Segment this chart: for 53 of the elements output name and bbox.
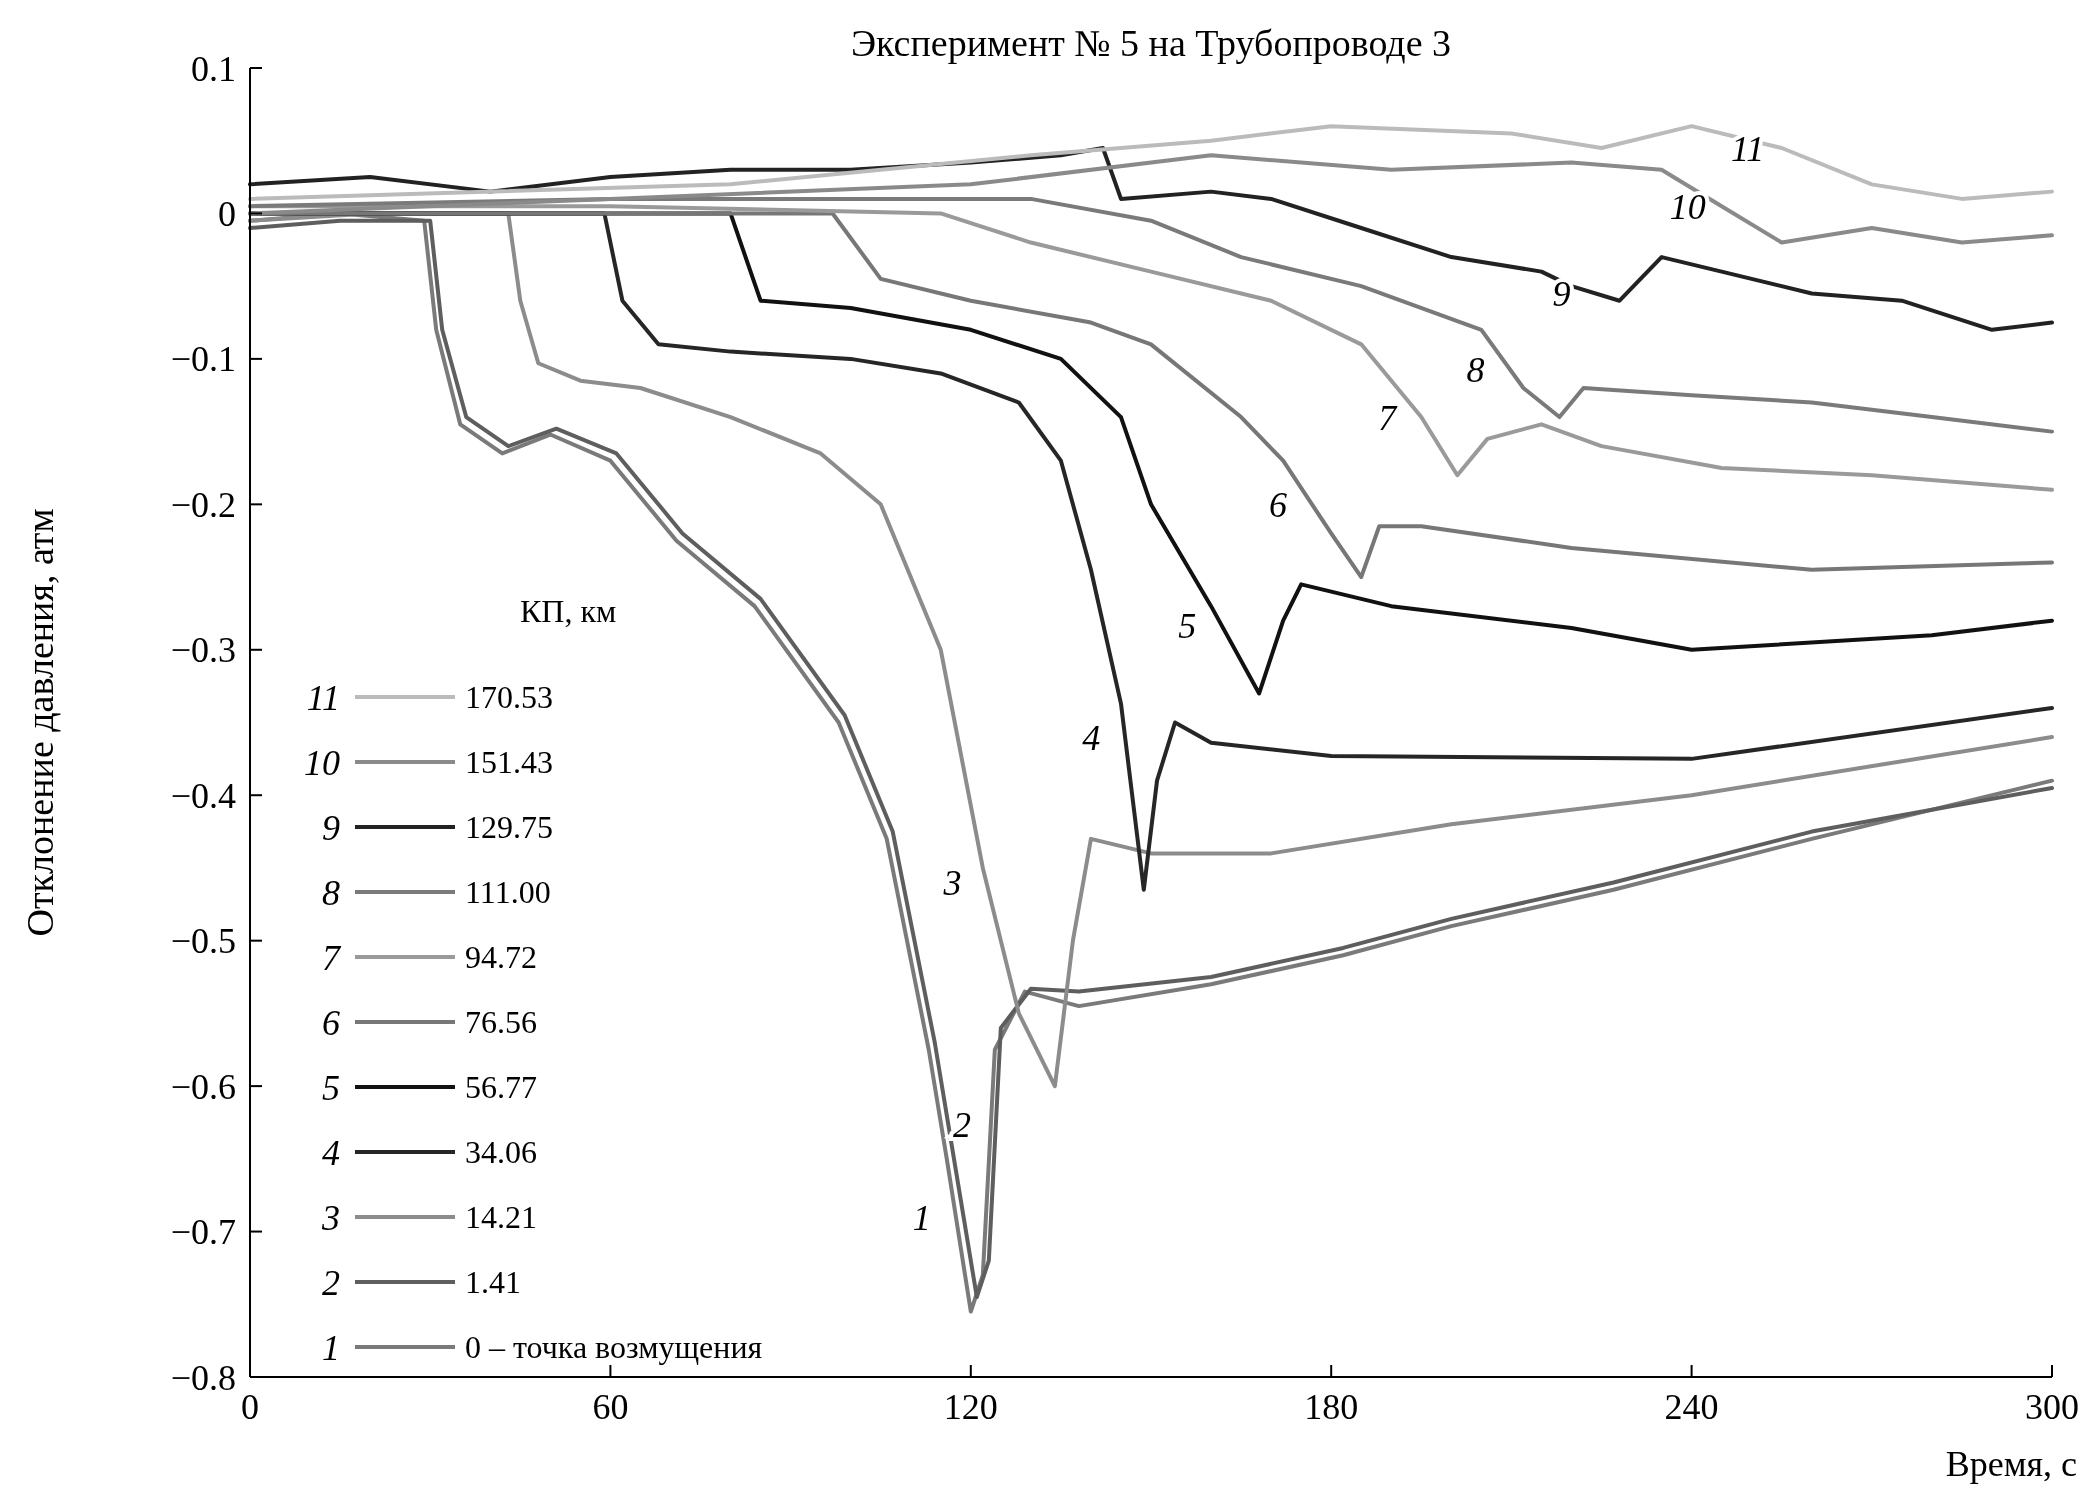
legend-title: КП, км xyxy=(520,593,617,629)
legend-label: 56.77 xyxy=(465,1069,537,1106)
annotation: 5 xyxy=(1178,605,1197,646)
legend-label: 170.53 xyxy=(465,679,553,716)
y-tick-label: −0.8 xyxy=(170,1357,236,1398)
legend-label: 0 – точка возмущения xyxy=(465,1329,763,1366)
x-tick-label: 300 xyxy=(2025,1387,2079,1427)
annotation: 2 xyxy=(953,1104,972,1145)
chart-title: Эксперимент № 5 на Трубопроводе 3 xyxy=(850,22,1452,64)
x-tick-label: 60 xyxy=(592,1387,629,1427)
text: 5 xyxy=(322,1067,340,1108)
annotation: 4 xyxy=(1082,717,1101,758)
annotation: 10 xyxy=(1669,186,1706,227)
text: 4 xyxy=(322,1132,340,1173)
y-tick-label: −0.1 xyxy=(170,339,236,380)
legend-label: 111.00 xyxy=(465,874,551,911)
annotation: 8 xyxy=(1466,349,1485,390)
annotation: 11 xyxy=(1731,128,1765,169)
text: 2 xyxy=(322,1262,340,1303)
annotation: 7 xyxy=(1378,397,1399,438)
x-tick-label: 180 xyxy=(1304,1387,1359,1427)
y-axis-title: Отклонение давления, атм xyxy=(19,508,61,937)
x-tick-label: 240 xyxy=(1664,1387,1719,1427)
line-series xyxy=(248,196,2054,434)
legend-label: 14.21 xyxy=(465,1199,537,1236)
text: 7 xyxy=(322,937,340,978)
annotation: 9 xyxy=(1552,274,1571,315)
y-tick-label: −0.4 xyxy=(170,775,236,816)
y-tick-label: −0.7 xyxy=(170,1212,236,1253)
legend-label: 94.72 xyxy=(465,939,537,976)
legend-label: 76.56 xyxy=(465,1004,537,1041)
legend-label: 1.41 xyxy=(465,1264,521,1301)
y-tick-label: −0.5 xyxy=(170,921,236,962)
y-tick-label: −0.3 xyxy=(170,630,236,671)
text: 11 xyxy=(306,677,340,718)
x-axis-title: Время, с xyxy=(1945,1444,2077,1484)
annotation: 1 xyxy=(912,1197,931,1238)
text: 8 xyxy=(322,872,340,913)
annotation: 3 xyxy=(942,863,962,904)
y-tick-label: 0 xyxy=(218,194,236,235)
annotation: 6 xyxy=(1268,484,1287,525)
text: 9 xyxy=(322,807,340,848)
legend-label: 151.43 xyxy=(465,744,553,781)
y-tick-label: −0.6 xyxy=(170,1066,236,1107)
y-tick-label: −0.2 xyxy=(170,484,236,525)
text: 6 xyxy=(322,1002,340,1043)
legend-label: 129.75 xyxy=(465,809,553,846)
y-tick-label: 0.1 xyxy=(191,48,236,89)
legend-label: 34.06 xyxy=(465,1134,537,1171)
text: 3 xyxy=(322,1197,340,1238)
text: 1 xyxy=(322,1327,340,1368)
x-tick-label: 120 xyxy=(943,1387,998,1427)
text: 10 xyxy=(304,742,340,783)
